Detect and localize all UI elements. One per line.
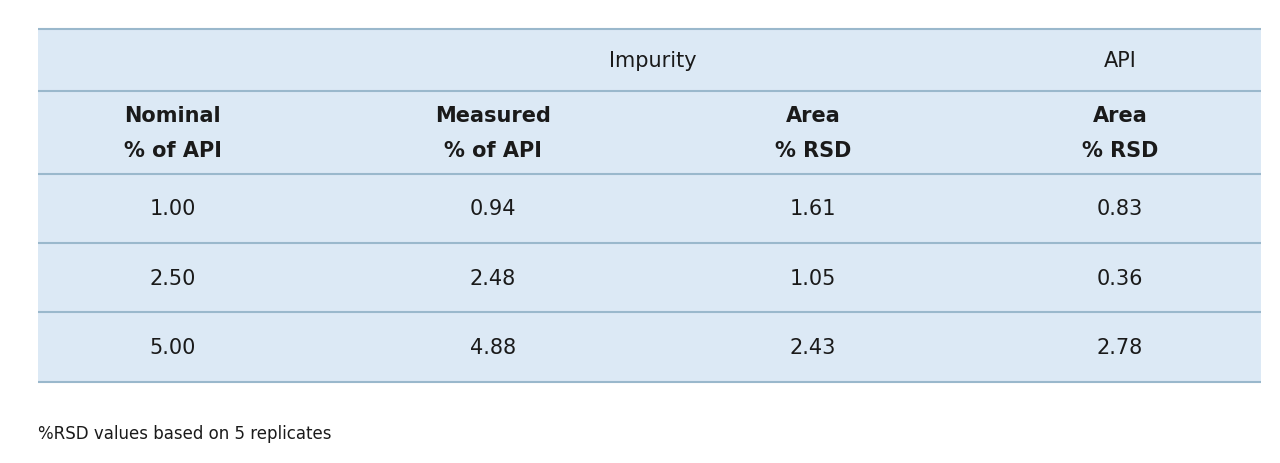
Text: Nominal: Nominal [124, 106, 221, 125]
Text: %RSD values based on 5 replicates: %RSD values based on 5 replicates [38, 424, 332, 442]
Bar [38, 30, 1261, 382]
Text: 1.00: 1.00 [150, 199, 196, 219]
Text: API: API [1103, 51, 1137, 71]
Text: 2.43: 2.43 [790, 338, 836, 357]
Text: 0.83: 0.83 [1097, 199, 1143, 219]
Text: Area: Area [1093, 106, 1147, 125]
Text: Area: Area [786, 106, 840, 125]
Text: 0.36: 0.36 [1097, 268, 1143, 288]
Text: 0.94: 0.94 [470, 199, 516, 219]
Text: % of API: % of API [444, 140, 541, 160]
Text: 1.05: 1.05 [790, 268, 836, 288]
Text: Impurity: Impurity [609, 51, 696, 71]
Text: 2.48: 2.48 [470, 268, 516, 288]
Text: 2.78: 2.78 [1097, 338, 1143, 357]
Text: Measured: Measured [435, 106, 550, 125]
Text: % RSD: % RSD [1082, 140, 1158, 160]
Text: 4.88: 4.88 [470, 338, 516, 357]
Text: 5.00: 5.00 [150, 338, 196, 357]
Text: 1.61: 1.61 [790, 199, 836, 219]
Text: 2.50: 2.50 [150, 268, 196, 288]
Text: % of API: % of API [124, 140, 221, 160]
Text: % RSD: % RSD [774, 140, 851, 160]
